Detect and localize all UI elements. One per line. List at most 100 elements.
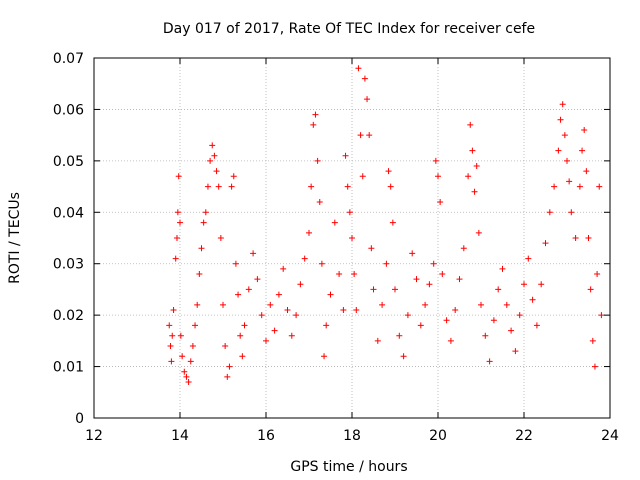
data-point [314, 157, 321, 164]
data-point [192, 322, 199, 329]
data-point [172, 255, 179, 262]
data-point [561, 132, 568, 139]
data-point [583, 168, 590, 175]
x-tick-label: 24 [601, 428, 619, 444]
data-point [340, 307, 347, 313]
data-point [439, 271, 446, 277]
data-point [245, 286, 252, 293]
data-point [460, 245, 467, 252]
data-point [383, 260, 390, 267]
data-point [258, 312, 265, 319]
data-point [275, 291, 282, 298]
y-tick-label: 0.06 [53, 102, 84, 118]
data-point [538, 281, 545, 288]
data-point [374, 337, 381, 344]
data-point [308, 183, 315, 190]
data-point [200, 219, 207, 226]
data-point [327, 291, 334, 298]
data-point [564, 157, 570, 164]
data-point [179, 353, 186, 360]
data-point [271, 327, 278, 334]
data-point [409, 250, 416, 257]
data-point [187, 358, 194, 365]
data-point [177, 332, 184, 339]
data-point [400, 353, 407, 360]
data-point [581, 127, 588, 133]
data-point [389, 219, 396, 226]
data-point [312, 111, 319, 118]
y-tick-label: 0.02 [53, 308, 84, 324]
data-point [168, 358, 175, 365]
data-point [185, 379, 192, 385]
y-tick-label: 0.07 [53, 51, 84, 67]
data-point [467, 121, 474, 128]
data-point [353, 307, 360, 313]
data-point [301, 255, 308, 262]
data-point [254, 276, 261, 283]
data-point [551, 183, 558, 190]
data-point [579, 147, 586, 154]
data-point [293, 312, 300, 319]
data-point [568, 209, 575, 216]
data-point [512, 348, 519, 355]
data-point [370, 286, 377, 293]
data-point [361, 75, 368, 82]
data-point [596, 183, 603, 190]
data-point [204, 183, 211, 190]
y-tick-label: 0.05 [53, 154, 84, 170]
data-point [342, 152, 349, 159]
x-tick-label: 12 [85, 428, 103, 444]
data-point [432, 157, 439, 164]
y-tick-label: 0.03 [53, 257, 84, 273]
data-point [572, 235, 579, 241]
data-point [224, 373, 231, 380]
data-point [576, 183, 583, 190]
data-point [217, 235, 224, 241]
data-point [228, 183, 235, 190]
data-point [167, 343, 174, 349]
chart-title: Day 017 of 2017, Rate Of TEC Index for r… [163, 21, 535, 37]
data-point [591, 363, 598, 370]
data-point [194, 301, 201, 308]
x-tick-label: 18 [343, 428, 361, 444]
data-point [177, 219, 183, 226]
data-point [331, 219, 338, 226]
data-point [222, 343, 229, 349]
data-point [546, 209, 553, 216]
data-point [447, 337, 454, 344]
data-point [598, 312, 605, 319]
data-point [174, 209, 181, 216]
data-point [232, 260, 239, 267]
data-point [495, 286, 502, 293]
data-point [209, 142, 216, 149]
data-point [241, 322, 248, 329]
data-point [417, 322, 424, 329]
data-point [364, 96, 371, 103]
data-point [387, 183, 394, 190]
data-point [239, 353, 246, 360]
grid-lines [94, 58, 610, 418]
data-point [521, 281, 527, 288]
y-tick-label: 0.04 [53, 205, 84, 221]
data-point [316, 199, 323, 205]
data-point [542, 240, 549, 247]
data-point [566, 178, 573, 185]
data-point [280, 265, 287, 272]
data-point [456, 276, 463, 283]
y-axis-label: ROTI / TECUs [7, 192, 23, 284]
data-point [235, 291, 242, 298]
data-point [585, 235, 592, 241]
data-point [263, 337, 269, 344]
data-point [323, 322, 330, 329]
x-tick-label: 14 [171, 428, 189, 444]
data-point [196, 271, 203, 277]
data-point [422, 301, 429, 308]
data-point [555, 147, 562, 154]
data-point [267, 301, 274, 308]
data-point [516, 312, 523, 319]
data-point [471, 188, 478, 195]
data-point [213, 168, 220, 175]
data-point [344, 183, 351, 190]
data-point [366, 132, 373, 139]
